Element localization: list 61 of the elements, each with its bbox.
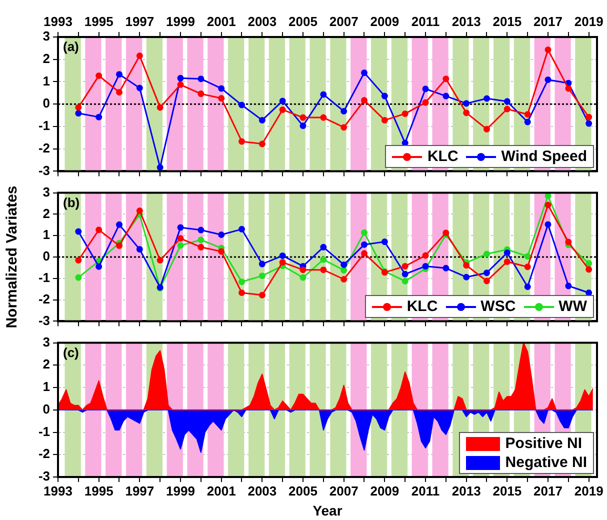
y-tick-label: 0 <box>42 96 50 111</box>
x2-tick-label: 2001 <box>206 14 236 29</box>
annotation: (b) <box>63 194 80 210</box>
legend-label: KLC <box>406 298 438 316</box>
y-tick-label: -3 <box>38 312 50 328</box>
annotation: (a) <box>63 39 79 54</box>
x-tick-label: 2001 <box>206 483 236 498</box>
x-tick-label: 1993 <box>44 483 72 498</box>
y-tick-label: 2 <box>42 50 50 66</box>
x-tick-label: 2015 <box>492 483 522 498</box>
x2-tick-label: 2007 <box>329 14 358 29</box>
x-tick-label: 2003 <box>248 483 277 498</box>
x-tick-label: 1997 <box>125 483 154 498</box>
x-tick-label: 1999 <box>166 483 195 498</box>
legend-label: KLC <box>427 148 458 166</box>
legend-label: Negative NI <box>505 454 587 471</box>
legend-label: WSC <box>480 298 516 316</box>
y-tick-label: 3 <box>42 28 50 44</box>
y-tick-label: 2 <box>42 206 50 221</box>
x2-tick-label: 1995 <box>84 14 114 29</box>
y-tick-label: -3 <box>38 162 50 178</box>
x-tick-label: 2013 <box>452 483 481 498</box>
y-tick-label: 1 <box>42 73 50 88</box>
y-tick-label: 0 <box>42 401 50 416</box>
x-tick-label: 2019 <box>574 483 604 498</box>
x-axis-title: Year <box>312 502 343 518</box>
y-tick-label: -3 <box>38 468 50 484</box>
x-tick-label: 2009 <box>370 483 400 498</box>
y-tick-label: -1 <box>38 118 50 134</box>
y-tick-label: 3 <box>42 334 50 350</box>
y-tick-label: 1 <box>42 227 50 242</box>
x-tick-label: 1995 <box>84 483 114 498</box>
x-tick-label: 2005 <box>288 483 318 498</box>
y-tick-label: -2 <box>38 446 50 462</box>
legend-label: WW <box>558 298 587 316</box>
x2-tick-label: 1993 <box>44 14 72 29</box>
x2-tick-label: 2015 <box>492 14 522 29</box>
x2-tick-label: 2013 <box>452 14 481 29</box>
y-tick-label: -1 <box>38 270 50 285</box>
y-tick-label: 1 <box>42 379 50 394</box>
x2-tick-label: 2009 <box>370 14 400 29</box>
x-tick-label: 2007 <box>329 483 358 498</box>
y-tick-label: 2 <box>42 356 50 372</box>
x2-tick-label: 2017 <box>534 14 562 29</box>
x2-tick-label: 2005 <box>288 14 318 29</box>
x2-tick-label: 2003 <box>248 14 277 29</box>
legend-label: Positive NI <box>505 435 582 452</box>
x-tick-label: 2011 <box>411 483 440 498</box>
x2-tick-label: 1999 <box>166 14 195 29</box>
y-tick-label: 0 <box>42 248 50 264</box>
legend-label: Wind Speed <box>501 148 587 166</box>
y-axis-title: Normalized Variates <box>4 186 20 328</box>
y-tick-label: -2 <box>38 140 50 156</box>
x2-tick-label: 2019 <box>574 14 604 29</box>
annotation: (c) <box>63 344 79 360</box>
y-tick-label: -1 <box>38 424 50 439</box>
x2-tick-label: 2011 <box>411 14 440 29</box>
x-tick-label: 2017 <box>534 483 562 498</box>
y-tick-label: -2 <box>38 291 50 306</box>
x2-tick-label: 1997 <box>125 14 154 29</box>
y-tick-label: 3 <box>42 184 50 200</box>
